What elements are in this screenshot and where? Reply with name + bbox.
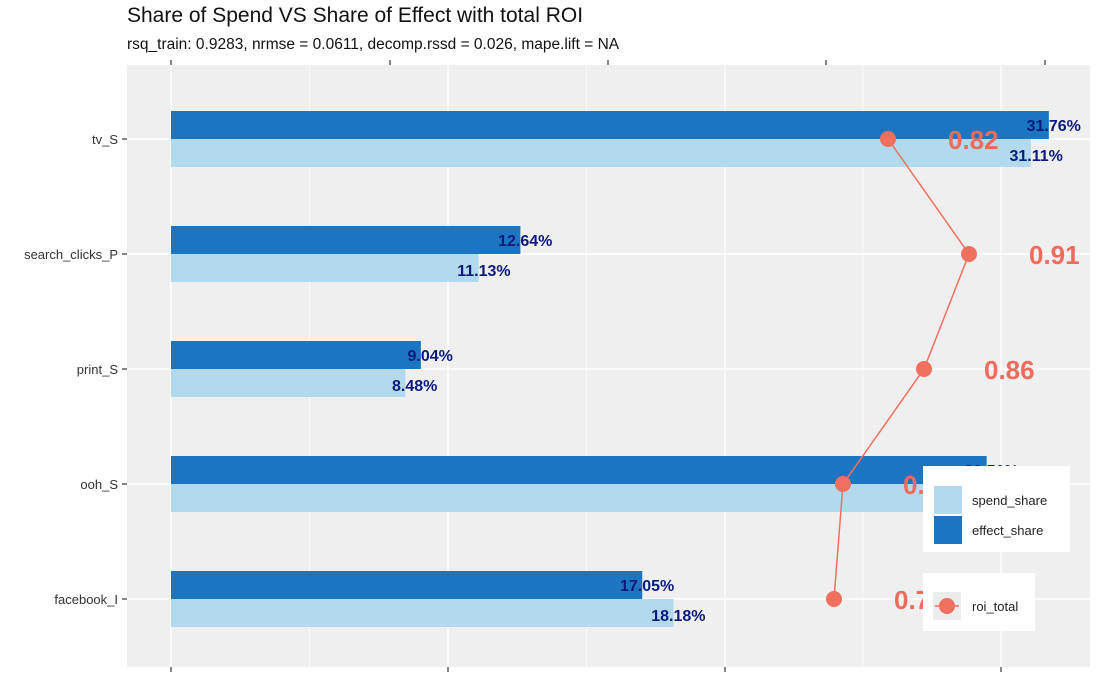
bar-label-spend-share-search_clicks_P: 11.13% (457, 263, 510, 280)
bar-label-spend-share-print_S: 8.48% (392, 378, 437, 395)
roi-label-print_S: 0.86 (984, 355, 1035, 385)
roi-point-search_clicks_P (961, 246, 977, 262)
y-axis-label-print_S: print_S (77, 362, 119, 377)
roi-line-layer (826, 131, 977, 607)
bar-label-spend-share-facebook_I: 18.18% (651, 608, 705, 625)
bars (171, 111, 1049, 627)
bar-effect-share-facebook_I (171, 571, 643, 599)
legend: spend_share effect_share roi_total (923, 466, 1070, 631)
bar-label-effect-share-search_clicks_P: 12.64% (498, 233, 552, 250)
bar-label-effect-share-print_S: 9.04% (407, 348, 452, 365)
roi-point-facebook_I (826, 591, 842, 607)
bar-effect-share-ooh_S (171, 456, 987, 484)
y-axis-label-search_clicks_P: search_clicks_P (24, 247, 118, 262)
roi-point-tv_S (880, 131, 896, 147)
legend-key-roi-point (939, 598, 955, 614)
roi-point-print_S (916, 361, 932, 377)
legend-label-effect-share: effect_share (972, 523, 1043, 538)
legend-key-effect-share (934, 516, 962, 544)
bar-label-spend-share-tv_S: 31.11% (1009, 148, 1062, 165)
y-axis-label-ooh_S: ooh_S (80, 477, 118, 492)
chart-title: Share of Spend VS Share of Effect with t… (127, 4, 584, 27)
bar-effect-share-search_clicks_P (171, 226, 521, 254)
y-axis-label-tv_S: tv_S (92, 132, 118, 147)
axes: tv_S search_clicks_P print_S ooh_S facebook_… (24, 60, 1046, 672)
bar-label-effect-share-tv_S: 31.76% (1027, 118, 1081, 135)
legend-label-roi-total: roi_total (972, 599, 1018, 614)
legend-key-spend-share (934, 486, 962, 514)
legend-label-spend-share: spend_share (972, 493, 1047, 508)
bar-spend-share-search_clicks_P (171, 254, 479, 282)
roi-label-tv_S: 0.82 (948, 125, 999, 155)
roi-point-ooh_S (835, 476, 851, 492)
bar-spend-share-tv_S (171, 139, 1031, 167)
bar-effect-share-tv_S (171, 111, 1049, 139)
bar-spend-share-print_S (171, 369, 406, 397)
bar-spend-share-facebook_I (171, 599, 674, 627)
bar-label-effect-share-facebook_I: 17.05% (620, 578, 674, 595)
bar-effect-share-print_S (171, 341, 421, 369)
y-axis-label-facebook_I: facebook_I (54, 592, 118, 607)
chart-subtitle: rsq_train: 0.9283, nrmse = 0.0611, decom… (127, 36, 620, 53)
bar-spend-share-ooh_S (171, 484, 1031, 512)
roi-label-search_clicks_P: 0.91 (1029, 240, 1080, 270)
